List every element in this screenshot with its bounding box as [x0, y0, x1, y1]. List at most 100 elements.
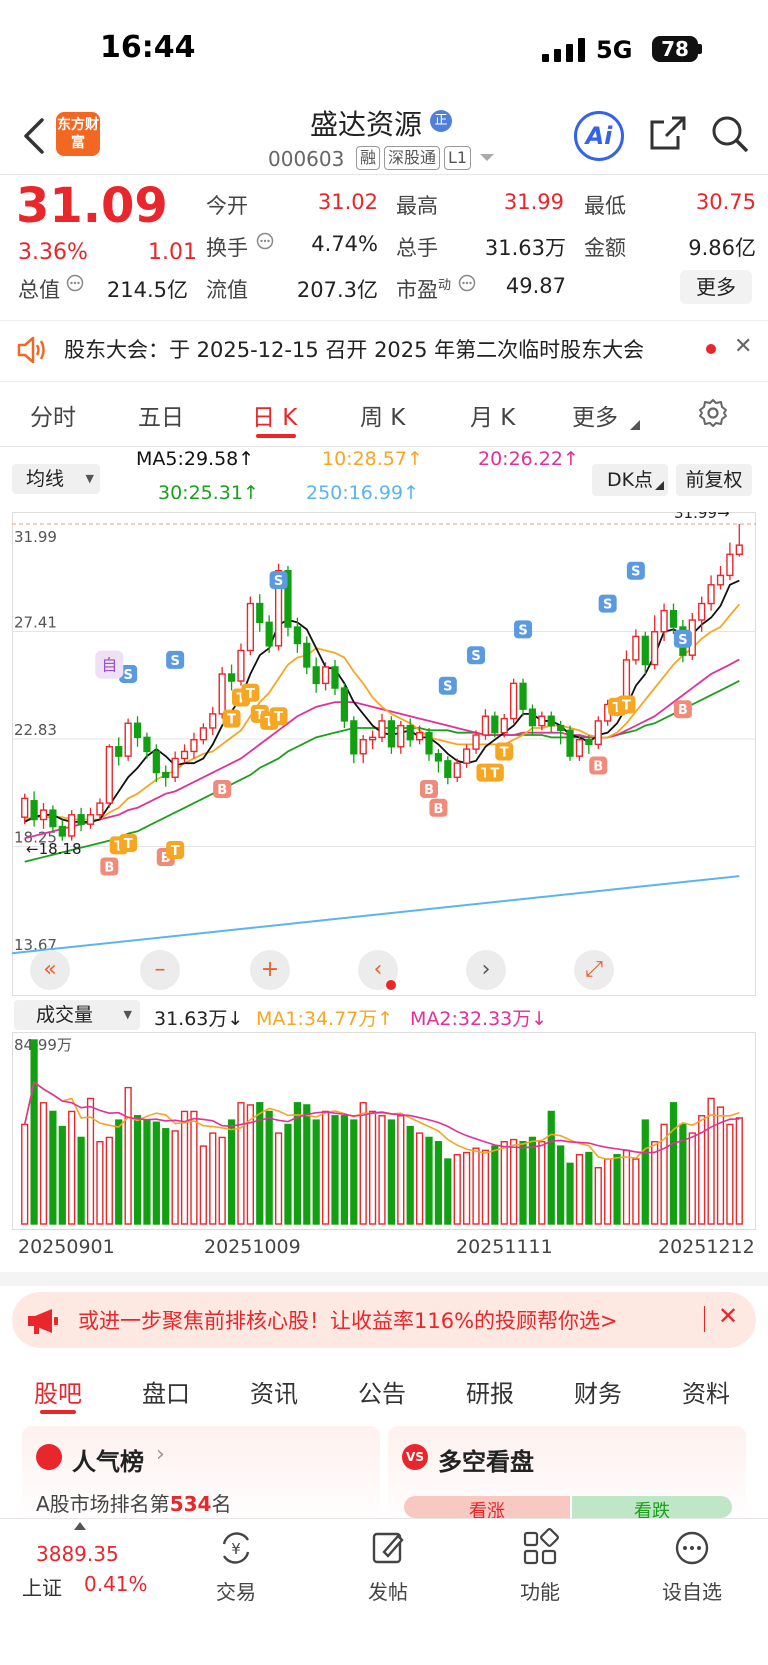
- bearish-button[interactable]: 看跌: [572, 1496, 732, 1518]
- promo-close-icon[interactable]: ✕: [718, 1302, 739, 1330]
- tab-announcements[interactable]: 公告: [358, 1380, 406, 1408]
- notice-bar[interactable]: [0, 320, 768, 382]
- sell-signal-icon-letter: S: [518, 623, 527, 638]
- volume-chart[interactable]: 84.99万: [12, 1032, 756, 1230]
- candle-up: [21, 797, 29, 818]
- high-value: 31.99: [503, 190, 564, 214]
- share-icon[interactable]: [648, 114, 688, 154]
- sell-signal-icon-letter: S: [443, 680, 452, 695]
- ma5-value: MA5:29.58↑: [136, 448, 255, 470]
- volume-bar-down: [557, 1145, 565, 1225]
- tab-more[interactable]: 更多: [572, 405, 618, 431]
- volume-bar-up: [96, 1141, 104, 1225]
- more-button[interactable]: 更多: [680, 270, 752, 304]
- search-icon[interactable]: [710, 114, 750, 154]
- ma5-text: MA5:29.58: [136, 448, 239, 470]
- trade-signal-icon: [222, 709, 241, 728]
- turnover-info-icon[interactable]: [256, 232, 274, 250]
- trade-signal-icon: [617, 695, 636, 714]
- indicator-select[interactable]: 均线 ▼: [12, 464, 100, 494]
- candle-down: [387, 720, 396, 748]
- nav-add-watchlist[interactable]: 设自选: [642, 1528, 742, 1605]
- back-icon[interactable]: [20, 116, 48, 156]
- index-name[interactable]: 上证: [22, 1576, 62, 1600]
- nav-functions[interactable]: 功能: [490, 1528, 590, 1605]
- zoom-out-button[interactable]: –: [140, 950, 180, 990]
- candle-up: [538, 715, 546, 727]
- tab-intraday[interactable]: 分时: [30, 405, 76, 431]
- tab-weekly-k[interactable]: 周 K: [360, 405, 406, 431]
- bottom-tab-indicator: [40, 1410, 76, 1414]
- step-right-button[interactable]: ›: [466, 950, 506, 990]
- kline-chart[interactable]: 31.9927.4122.8318.2513.6731.99→←18.18SSS…: [12, 512, 756, 996]
- settings-gear-icon[interactable]: [698, 398, 728, 428]
- volume-bar-down: [303, 1104, 311, 1225]
- index-change[interactable]: 0.41%: [84, 1572, 148, 1596]
- tab-finance[interactable]: 财务: [574, 1380, 622, 1408]
- pe-label-sup: 动: [438, 278, 452, 293]
- candle-down: [265, 621, 273, 647]
- volume-bar-down: [491, 1145, 499, 1225]
- trade-signal-icon-letter: T: [237, 691, 246, 706]
- nav-post[interactable]: 发帖: [338, 1528, 438, 1605]
- notice-close-icon[interactable]: ✕: [734, 334, 753, 359]
- tab-daily-k[interactable]: 日 K: [252, 405, 298, 431]
- volume-ma1-line: [23, 1080, 740, 1161]
- volume-bar-up: [86, 1097, 95, 1225]
- tab-orderbook[interactable]: 盘口: [142, 1380, 190, 1408]
- volume-bar-up: [472, 1147, 480, 1225]
- volume-bar-down: [434, 1141, 443, 1225]
- fullscreen-button[interactable]: ⤢: [574, 950, 614, 990]
- trade-signal-icon-letter: T: [274, 710, 283, 725]
- active-tab-indicator: [256, 434, 296, 438]
- volume-ma1: MA1:34.77万↑: [256, 1008, 394, 1030]
- ma10-line: [24, 603, 740, 821]
- code-dropdown-icon[interactable]: [480, 152, 494, 162]
- ai-assistant-icon[interactable]: Ai: [574, 111, 624, 161]
- candle-up: [453, 762, 461, 778]
- notice-text[interactable]: 股东大会：于 2025-12-15 召开 2025 年第二次临时股东大会: [64, 338, 645, 362]
- pe-info-icon[interactable]: [458, 274, 476, 292]
- volume-indicator-label: 成交量: [36, 1004, 94, 1026]
- promo-banner[interactable]: [12, 1292, 756, 1348]
- volume-frame: [12, 1032, 756, 1230]
- trade-signal-icon: [241, 683, 260, 702]
- dk-point-button[interactable]: DK点: [592, 464, 668, 496]
- tab-research[interactable]: 研报: [466, 1380, 514, 1408]
- index-value[interactable]: 3889.35: [36, 1542, 119, 1566]
- candle-up: [415, 731, 424, 741]
- volume-bar-up: [510, 1138, 518, 1225]
- trade-signal-icon: [166, 841, 185, 860]
- sell-signal-icon: [119, 664, 138, 683]
- scroll-left-fast-button[interactable]: «: [30, 950, 70, 990]
- popularity-card[interactable]: [22, 1426, 380, 1526]
- nav-trade[interactable]: ¥ 交易: [186, 1528, 286, 1605]
- tab-profile[interactable]: 资料: [682, 1380, 730, 1408]
- zoom-in-button[interactable]: +: [250, 950, 290, 990]
- sell-signal-icon: [438, 676, 457, 695]
- volume-bar-down: [133, 1115, 142, 1225]
- candle-up: [481, 715, 490, 736]
- candle-down: [528, 708, 537, 727]
- volume-bar-down: [444, 1158, 452, 1225]
- trade-signal-icon: [119, 833, 138, 852]
- candle-down: [303, 642, 311, 668]
- adjust-button[interactable]: 前复权: [676, 464, 752, 496]
- tab-news[interactable]: 资讯: [250, 1380, 298, 1408]
- bullish-button[interactable]: 看涨: [404, 1496, 570, 1518]
- volume-bar-up: [651, 1141, 659, 1225]
- tab-monthly-k[interactable]: 月 K: [470, 405, 516, 431]
- mktcap-info-icon[interactable]: [66, 274, 84, 292]
- y-tick-label: 31.99: [14, 528, 57, 546]
- chevron-right-icon[interactable]: ›: [156, 1442, 165, 1467]
- more-dots-icon: [675, 1531, 709, 1565]
- sell-signal-icon: [166, 650, 185, 669]
- tab-5day[interactable]: 五日: [138, 405, 184, 431]
- sell-signal-icon: [598, 594, 617, 613]
- tab-forum[interactable]: 股吧: [34, 1380, 82, 1408]
- pe-value: 49.87: [505, 274, 566, 298]
- volume-indicator-select[interactable]: 成交量 ▼: [14, 1000, 140, 1030]
- buy-signal-icon: [100, 857, 119, 876]
- promo-text[interactable]: 或进一步聚焦前排核心股！让收益率116%的投顾帮你选>: [78, 1309, 618, 1333]
- volume-bar-down: [284, 1123, 292, 1225]
